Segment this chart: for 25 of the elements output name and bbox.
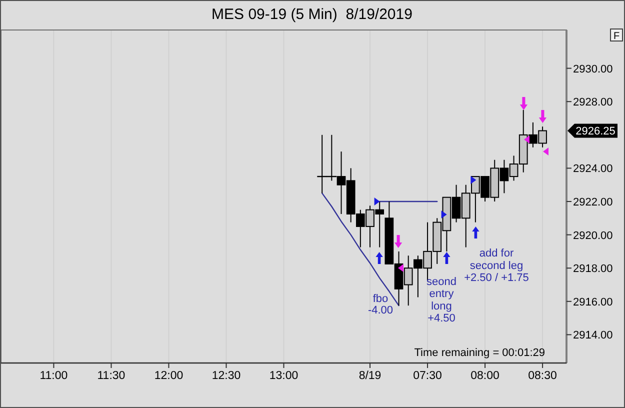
y-tick-label: 2930.00 [573, 63, 613, 76]
y-tick-label: 2924.00 [573, 163, 613, 176]
x-tick-label: 11:30 [97, 370, 126, 382]
annotation: fbo -4.00 [368, 293, 394, 316]
x-tick-label: 12:00 [154, 370, 184, 382]
line-series [321, 192, 400, 306]
annotation: add for second leg +2.50 / +1.75 [464, 248, 529, 284]
x-tick-label: 07:30 [413, 370, 442, 382]
text: 2926.25 [576, 126, 616, 138]
x-tick-label: 8/19 [358, 370, 382, 382]
chart-title: MES 09-19 (5 Min) 8/19/2019 [212, 6, 412, 23]
x-tick-label: 08:00 [470, 370, 500, 382]
y-tick-label: 2922.00 [573, 196, 613, 208]
y-tick-label: 2918.00 [573, 263, 613, 276]
button: F [610, 28, 623, 42]
x-tick-label: 08:30 [528, 370, 557, 382]
y-tick-label: 2914.00 [573, 330, 613, 342]
y-tick-label: 2928.00 [573, 96, 613, 109]
x-tick-label: 11:00 [40, 370, 68, 382]
y-tick-label: 2916.00 [573, 296, 613, 308]
annotation: Time remaining = 00:01:29 [414, 347, 545, 359]
x-tick-label: 13:00 [269, 370, 298, 382]
annotation: seond entry long +4.50 [426, 276, 456, 325]
x-tick-label: 12:30 [212, 370, 241, 382]
y-tick-label: 2920.00 [573, 230, 613, 242]
